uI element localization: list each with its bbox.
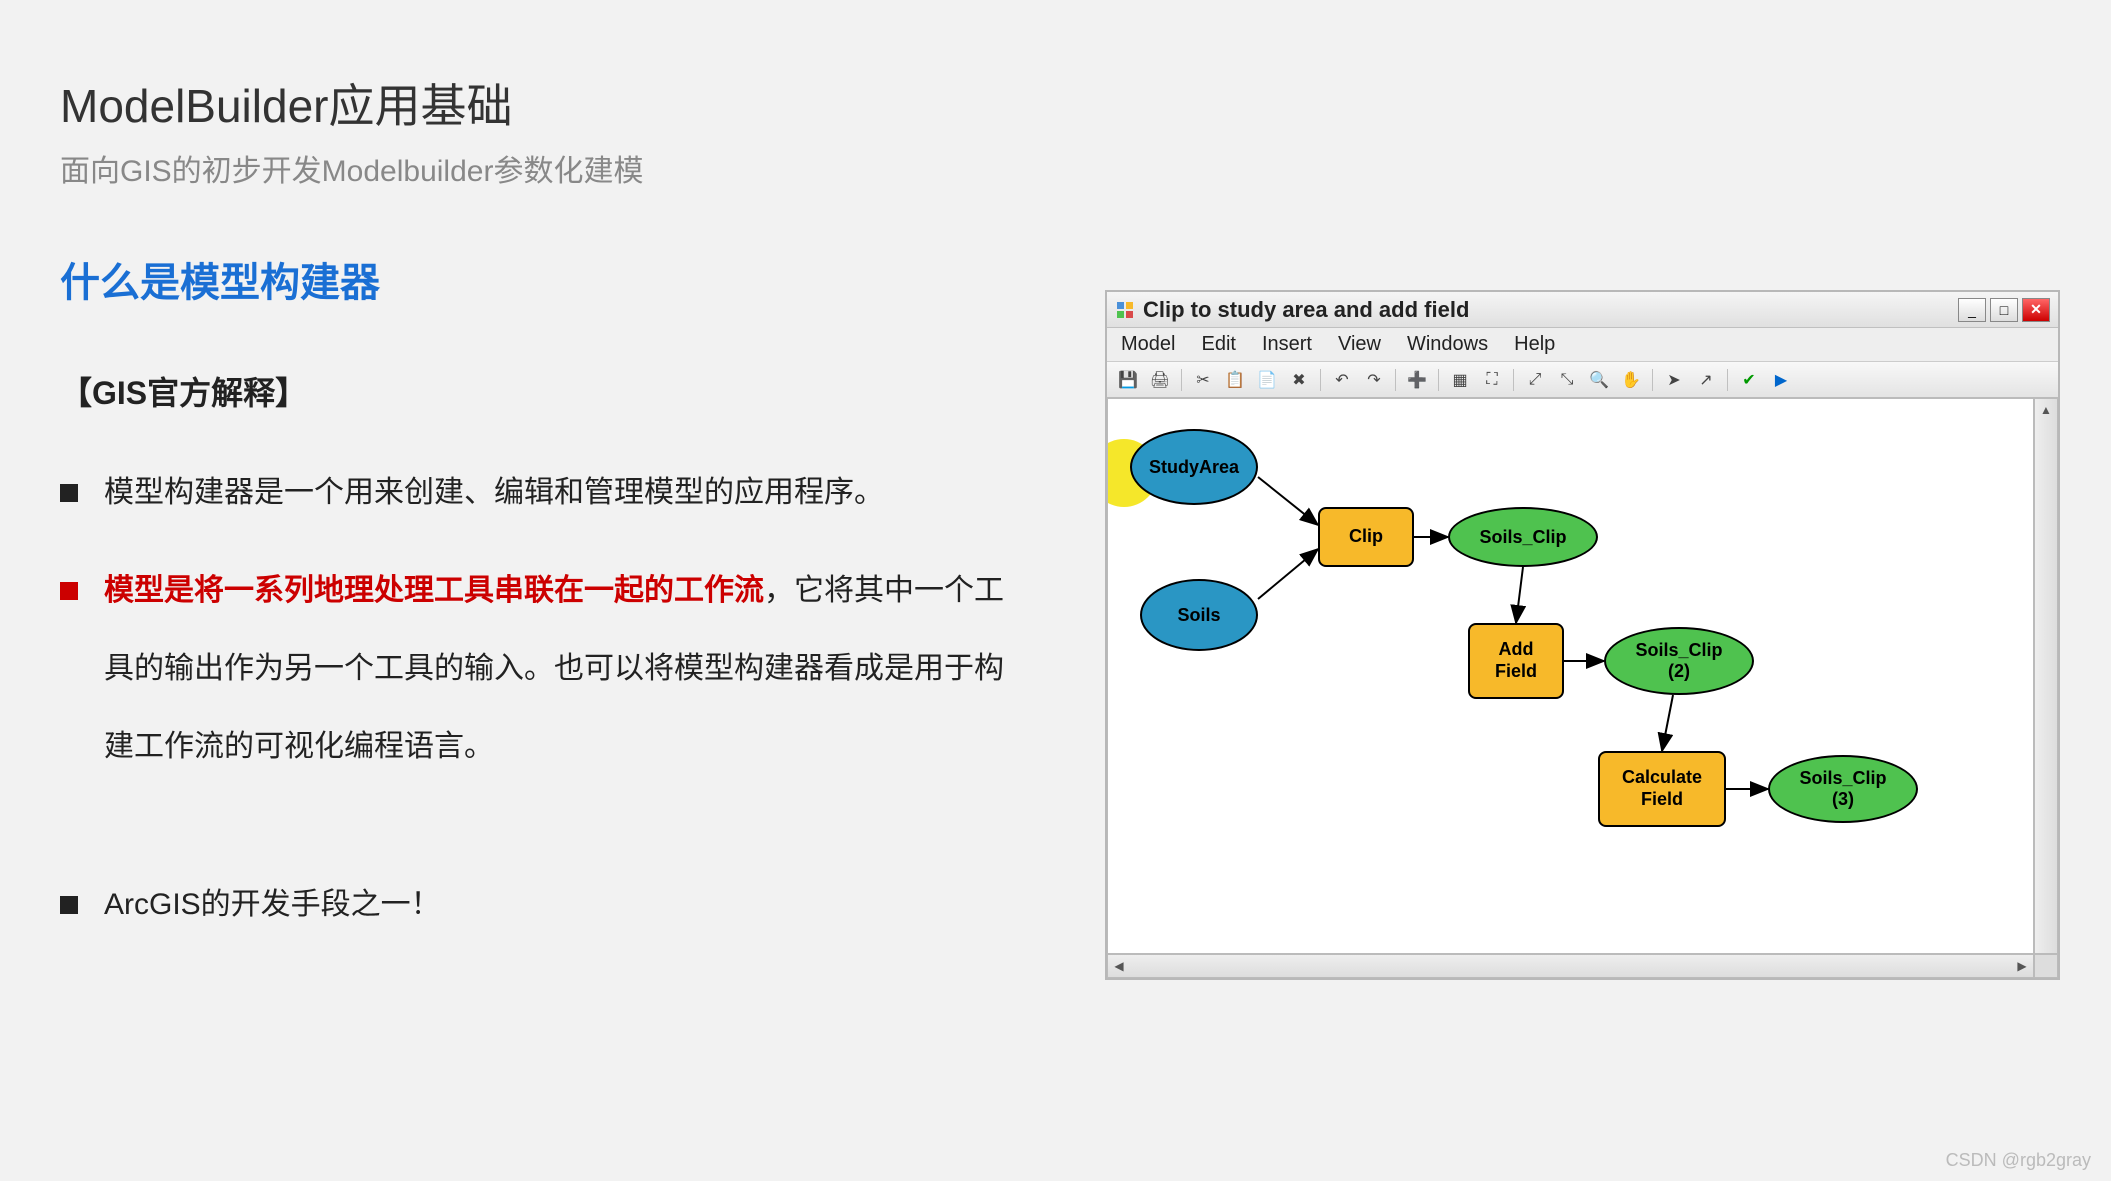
- modelbuilder-window: Clip to study area and add field _ □ ✕ M…: [1105, 290, 2060, 980]
- pan-icon[interactable]: ✋: [1618, 367, 1644, 393]
- zoom-out-icon[interactable]: ⤡: [1554, 367, 1580, 393]
- list-item: 模型构建器是一个用来创建、编辑和管理模型的应用程序。: [60, 454, 1020, 532]
- scroll-up-icon[interactable]: ▲: [2035, 399, 2057, 421]
- maximize-button[interactable]: □: [1990, 298, 2018, 322]
- select-icon[interactable]: ➤: [1661, 367, 1687, 393]
- horizontal-scrollbar[interactable]: ◀ ▶: [1107, 954, 2034, 978]
- scroll-left-icon[interactable]: ◀: [1108, 955, 1130, 977]
- paste-icon[interactable]: 📄: [1254, 367, 1280, 393]
- connect-icon[interactable]: ↗: [1693, 367, 1719, 393]
- menu-bar: Model Edit Insert View Windows Help: [1107, 328, 2058, 362]
- delete-icon[interactable]: ✖: [1286, 367, 1312, 393]
- validate-icon[interactable]: ✔: [1736, 367, 1762, 393]
- model-node-soilsclip3[interactable]: Soils_Clip(3): [1768, 755, 1918, 823]
- scroll-right-icon[interactable]: ▶: [2011, 955, 2033, 977]
- redo-icon[interactable]: ↷: [1361, 367, 1387, 393]
- vertical-scrollbar[interactable]: ▲: [2034, 398, 2058, 954]
- menu-model[interactable]: Model: [1121, 333, 1175, 356]
- undo-icon[interactable]: ↶: [1329, 367, 1355, 393]
- zoom-icon[interactable]: 🔍: [1586, 367, 1612, 393]
- auto-layout-icon[interactable]: ▦: [1447, 367, 1473, 393]
- model-node-calcfield[interactable]: CalculateField: [1598, 751, 1726, 827]
- menu-windows[interactable]: Windows: [1407, 333, 1488, 356]
- page-title: ModelBuilder应用基础: [60, 70, 2051, 136]
- model-canvas[interactable]: StudyArea Soils Clip Soils_Clip AddField Soil…: [1107, 398, 2034, 954]
- cut-icon[interactable]: ✂: [1190, 367, 1216, 393]
- model-node-soilsclip2[interactable]: Soils_Clip(2): [1604, 627, 1754, 695]
- full-extent-icon[interactable]: ⛶: [1479, 367, 1505, 393]
- model-node-soilsclip[interactable]: Soils_Clip: [1448, 507, 1598, 567]
- model-node-addfield[interactable]: AddField: [1468, 623, 1564, 699]
- minimize-button[interactable]: _: [1958, 298, 1986, 322]
- window-title: Clip to study area and add field: [1143, 297, 1958, 323]
- close-button[interactable]: ✕: [2022, 298, 2050, 322]
- watermark: CSDN @rgb2gray: [1946, 1150, 2091, 1171]
- copy-icon[interactable]: 📋: [1222, 367, 1248, 393]
- list-item: 模型是将一系列地理处理工具串联在一起的工作流，它将其中一个工具的输出作为另一个工…: [60, 552, 1020, 786]
- page-subtitle: 面向GIS的初步开发Modelbuilder参数化建模: [60, 146, 2051, 190]
- menu-edit[interactable]: Edit: [1201, 333, 1235, 356]
- model-node-clip[interactable]: Clip: [1318, 507, 1414, 567]
- model-node-studyarea[interactable]: StudyArea: [1130, 429, 1258, 505]
- scrollbar-corner: [2034, 954, 2058, 978]
- save-icon[interactable]: 💾: [1115, 367, 1141, 393]
- list-item: ArcGIS的开发手段之一！: [60, 866, 1020, 944]
- zoom-in-icon[interactable]: ⤢: [1522, 367, 1548, 393]
- toolbar: 💾 🖨 ✂ 📋 📄 ✖ ↶ ↷ ➕ ▦ ⛶ ⤢ ⤡ 🔍 ✋ ➤ ↗ ✔ ▶: [1107, 362, 2058, 398]
- bullet-list: 模型构建器是一个用来创建、编辑和管理模型的应用程序。 模型是将一系列地理处理工具…: [60, 454, 1020, 786]
- window-titlebar: Clip to study area and add field _ □ ✕: [1107, 292, 2058, 328]
- app-icon: [1115, 300, 1135, 320]
- print-icon[interactable]: 🖨: [1147, 367, 1173, 393]
- menu-insert[interactable]: Insert: [1262, 333, 1312, 356]
- run-icon[interactable]: ▶: [1768, 367, 1794, 393]
- model-node-soils[interactable]: Soils: [1140, 579, 1258, 651]
- menu-help[interactable]: Help: [1514, 333, 1555, 356]
- bullet-list-2: ArcGIS的开发手段之一！: [60, 866, 1020, 944]
- add-data-icon[interactable]: ➕: [1404, 367, 1430, 393]
- menu-view[interactable]: View: [1338, 333, 1381, 356]
- emphasis-text: 模型是将一系列地理处理工具串联在一起的工作流: [104, 574, 764, 607]
